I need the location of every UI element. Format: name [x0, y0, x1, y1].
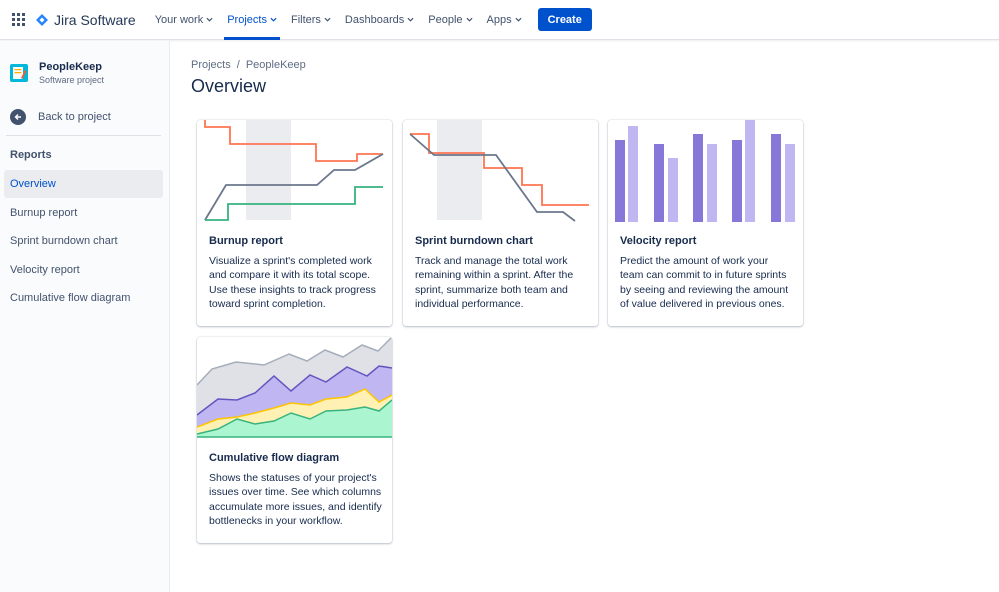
chevron-down-icon	[515, 17, 522, 22]
sidebar-divider	[6, 135, 161, 136]
velocity-bar	[785, 144, 795, 222]
chevron-down-icon	[324, 17, 331, 22]
card-title: Burnup report	[209, 235, 283, 247]
sidebar-item-burnup-report[interactable]: Burnup report	[10, 206, 78, 219]
card-description: Predict the amount of work your team can…	[620, 255, 789, 311]
velocity-bar	[668, 158, 678, 222]
card-description: Shows the statuses of your project's iss…	[209, 472, 382, 528]
nav-filters-label: Filters	[290, 13, 321, 26]
nav-your-work-label: Your work	[154, 13, 204, 26]
nav-apps-label: Apps	[486, 13, 512, 26]
nav-filters[interactable]: Filters	[284, 0, 338, 40]
reports-nav: Overview Burnup report Sprint burndown c…	[4, 170, 163, 313]
create-button[interactable]: Create	[537, 8, 592, 31]
burnup-illustration	[204, 120, 384, 221]
breadcrumb: Projects / PeopleKeep	[191, 59, 306, 71]
card-title: Sprint burndown chart	[415, 235, 533, 247]
jira-diamond-icon	[36, 13, 48, 26]
breadcrumb-project[interactable]: PeopleKeep	[245, 59, 306, 71]
card-title: Velocity report	[620, 235, 697, 247]
arrow-left-icon	[10, 109, 26, 125]
project-type: Software project	[39, 75, 105, 85]
card-description: Visualize a sprint's completed work and …	[209, 255, 376, 311]
nav-people[interactable]: People	[421, 0, 479, 40]
app-switcher-icon[interactable]	[0, 0, 36, 40]
sidebar-item-velocity-report[interactable]: Velocity report	[10, 263, 80, 276]
velocity-bar	[707, 144, 717, 222]
breadcrumb-separator: /	[236, 59, 240, 71]
sprint-burndown-card[interactable]: Sprint burndown chart Track and manage t…	[403, 120, 598, 326]
sidebar-item-sprint-burndown-chart[interactable]: Sprint burndown chart	[10, 235, 118, 248]
velocity-bar	[732, 140, 742, 222]
project-header[interactable]: PeopleKeep Software project	[10, 61, 104, 85]
cumulative-flow-card[interactable]: Cumulative flow diagram Shows the status…	[197, 337, 392, 543]
velocity-bar	[615, 140, 625, 222]
nav-dashboards[interactable]: Dashboards	[338, 0, 421, 40]
velocity-bar	[693, 134, 703, 222]
card-description: Track and manage the total work remainin…	[415, 255, 574, 311]
velocity-illustration	[615, 120, 795, 222]
page-title: Overview	[191, 76, 267, 96]
nav-your-work[interactable]: Your work	[148, 0, 221, 40]
velocity-bar	[628, 126, 638, 222]
sidebar-item-cumulative-flow-diagram[interactable]: Cumulative flow diagram	[10, 292, 131, 305]
velocity-bar	[745, 120, 755, 222]
project-avatar-icon	[10, 64, 28, 82]
sidebar-item-overview[interactable]: Overview	[4, 170, 163, 198]
nav-people-label: People	[428, 13, 463, 26]
velocity-bar	[654, 144, 664, 222]
chevron-down-icon	[206, 17, 213, 22]
chevron-down-icon	[407, 17, 414, 22]
nav-projects[interactable]: Projects	[220, 0, 284, 40]
burnup-report-card[interactable]: Burnup report Visualize a sprint's compl…	[197, 120, 392, 326]
sidebar: PeopleKeep Software project Back to proj…	[0, 41, 170, 592]
chevron-down-icon	[270, 17, 277, 22]
nav-apps[interactable]: Apps	[480, 0, 529, 40]
project-name: PeopleKeep	[39, 61, 102, 73]
back-to-project-link[interactable]: Back to project	[10, 109, 111, 125]
nav-dashboards-label: Dashboards	[344, 13, 405, 26]
reports-section-label: Reports	[10, 149, 52, 161]
chevron-down-icon	[465, 17, 473, 22]
top-navigation: Jira Software Your work Projects Filters…	[0, 0, 999, 40]
nav-projects-label: Projects	[227, 13, 267, 26]
cumulative-flow-illustration	[197, 337, 392, 438]
breadcrumb-projects[interactable]: Projects	[191, 59, 231, 71]
logo-text: Jira Software	[54, 11, 136, 28]
jira-logo[interactable]: Jira Software	[36, 12, 136, 28]
burndown-illustration	[409, 120, 589, 222]
velocity-bar	[771, 134, 781, 222]
back-to-project-label: Back to project	[38, 111, 111, 123]
velocity-report-card[interactable]: Velocity report Predict the amount of wo…	[608, 120, 803, 326]
card-title: Cumulative flow diagram	[209, 452, 340, 464]
